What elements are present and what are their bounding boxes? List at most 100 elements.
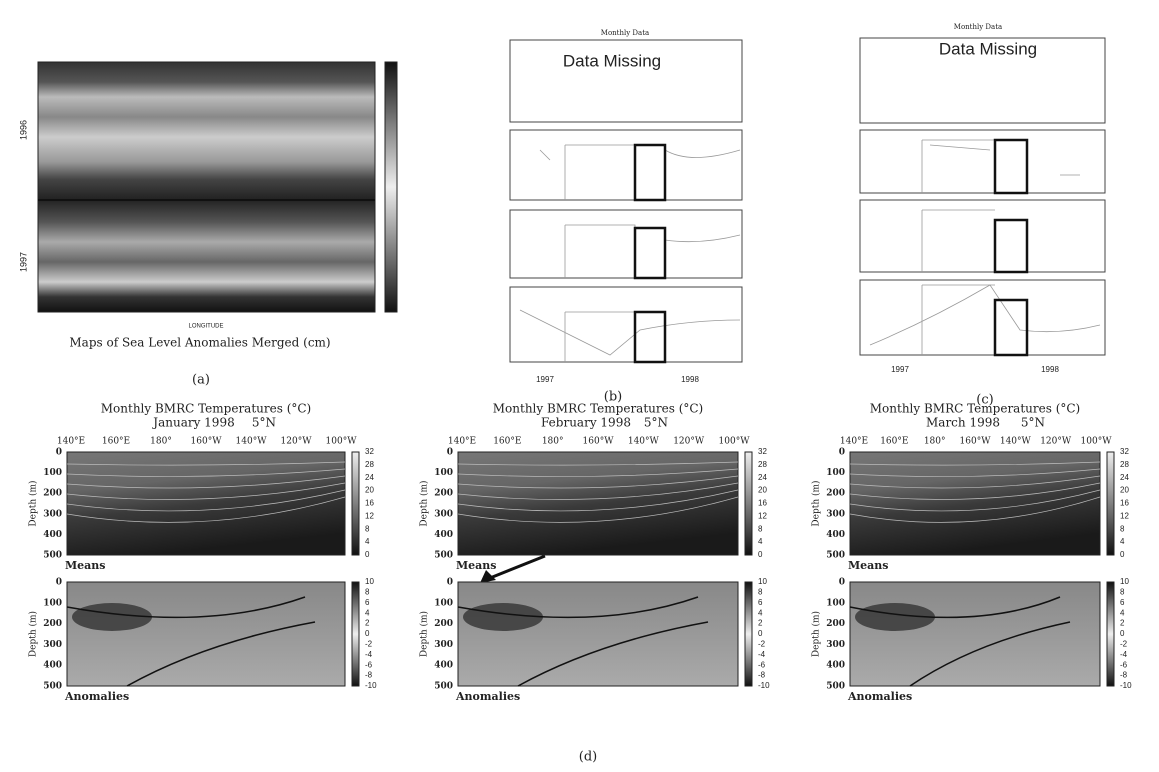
contour: [849, 482, 1101, 500]
sea-level-map: [37, 61, 376, 313]
y-tick-label: 200: [43, 489, 62, 499]
colorbar-label: 0: [365, 550, 370, 559]
contour: [66, 475, 346, 489]
colorbar-label: 6: [365, 598, 370, 607]
y-tick-label: 100: [43, 598, 62, 608]
y-tick-label: 500: [43, 682, 62, 692]
x-tick-label: 140°W: [236, 437, 268, 447]
subplot: [859, 37, 1106, 124]
y-tick-label: 0: [839, 448, 845, 458]
y-tick-label: 200: [826, 619, 845, 629]
missing-note: Data Missing: [939, 39, 1037, 58]
y-tick-label: 0: [447, 578, 453, 588]
panel-c: Monthly Data Data Missing 1997 1998 (c): [859, 23, 1106, 408]
x-tick-label: 180°: [924, 437, 946, 447]
x-tick-label: 140°E: [840, 437, 868, 447]
caption: Maps of Sea Level Anomalies Merged (cm): [69, 336, 330, 350]
heatmap: [457, 451, 739, 556]
y-tick-label: 300: [826, 640, 845, 650]
y-tick-label: 500: [826, 551, 845, 561]
year-label: 1998: [1041, 365, 1059, 374]
year-label: 1997: [891, 365, 909, 374]
x-tick-label: 100°W: [326, 437, 358, 447]
colorbar-label: 10: [1120, 577, 1129, 586]
x-tick-label: 160°E: [880, 437, 908, 447]
subplot: [509, 209, 743, 279]
colorbar-label: 32: [1120, 447, 1129, 456]
colorbar-label: -4: [365, 650, 373, 659]
series-line: [869, 144, 1101, 346]
highlight-box: [993, 298, 1029, 357]
y-tick-label: 300: [43, 640, 62, 650]
colorbar-label: 16: [758, 499, 767, 508]
frame: [921, 139, 995, 355]
colorbar-label: 12: [758, 511, 767, 520]
colorbar-label: 2: [1120, 619, 1125, 628]
x-tick-label: 160°E: [102, 437, 130, 447]
colorbar-label: 4: [365, 537, 370, 546]
y-tick-label: 300: [434, 509, 453, 519]
colorbar-label: 6: [1120, 598, 1125, 607]
y-axis-title: Depth (m): [811, 480, 822, 526]
x-tick-label: 180°: [150, 437, 172, 447]
colorbar-label: 16: [365, 499, 374, 508]
colorbar-label: 0: [758, 550, 763, 559]
panel-title: Monthly Data: [954, 23, 1002, 31]
colorbar-label: -2: [758, 640, 766, 649]
colorbar-label: 10: [365, 577, 374, 586]
y-tick-label: 400: [826, 530, 845, 540]
temperature-panel: Monthly BMRC Temperatures (°C)February 1…: [419, 402, 771, 704]
subplot: [509, 286, 743, 363]
colorbar: [351, 451, 360, 556]
colorbar-label: -2: [365, 640, 373, 649]
missing-note: Data Missing: [563, 51, 661, 70]
latitude-label: 5°N: [252, 416, 276, 430]
colorbar-label: 12: [365, 511, 374, 520]
colorbar-label: 24: [365, 473, 374, 482]
x-tick-label: 140°E: [448, 437, 476, 447]
y-tick-label: 400: [43, 661, 62, 671]
arrow: [489, 554, 546, 580]
colorbar-label: 20: [365, 486, 374, 495]
colorbar-label: 0: [1120, 629, 1125, 638]
colorbar-label: 4: [1120, 608, 1125, 617]
colorbar-label: 4: [1120, 537, 1125, 546]
x-tick-label: 160°W: [960, 437, 992, 447]
colorbar-label: 10: [758, 577, 767, 586]
colorbar-label: -6: [365, 660, 373, 669]
x-tick-label: 160°E: [493, 437, 521, 447]
year-label: 1998: [681, 375, 699, 384]
y-axis-title: Depth (m): [419, 480, 430, 526]
y-tick-label: 100: [434, 468, 453, 478]
colorbar: [744, 451, 753, 556]
temperature-panel: Monthly BMRC Temperatures (°C)March 1998…: [811, 402, 1133, 704]
heatmap: [849, 451, 1101, 556]
plot-label: Means: [65, 559, 106, 572]
contour: [849, 475, 1101, 489]
colorbar-label: 4: [758, 608, 763, 617]
x-tick-label: 160°W: [191, 437, 223, 447]
colorbar-label: -4: [758, 650, 766, 659]
y-tick-label: 0: [56, 578, 62, 588]
contour: [849, 468, 1101, 477]
colorbar-label: 0: [758, 629, 763, 638]
colorbar-label: 8: [758, 588, 763, 597]
y-tick-label: 400: [434, 661, 453, 671]
panel-label: (b): [604, 390, 622, 405]
plot-label: Means: [848, 559, 889, 572]
subplot: [509, 39, 743, 123]
anomaly-blob: [72, 603, 152, 631]
contour: [849, 461, 1101, 466]
colorbar-label: 0: [1120, 550, 1125, 559]
colorbar-label: -2: [1120, 640, 1128, 649]
colorbar-label: -6: [758, 660, 766, 669]
month-label: February 1998: [541, 416, 631, 430]
colorbar-label: 28: [365, 460, 374, 469]
y-tick-label: 500: [434, 682, 453, 692]
panel-a: 1996 1997 LONGITUDE Maps of Sea Level An…: [18, 61, 398, 388]
y-tick-label: 0: [447, 448, 453, 458]
colorbar: [384, 61, 398, 313]
x-tick-label: 140°W: [628, 437, 660, 447]
x-tick-label: 160°W: [583, 437, 615, 447]
